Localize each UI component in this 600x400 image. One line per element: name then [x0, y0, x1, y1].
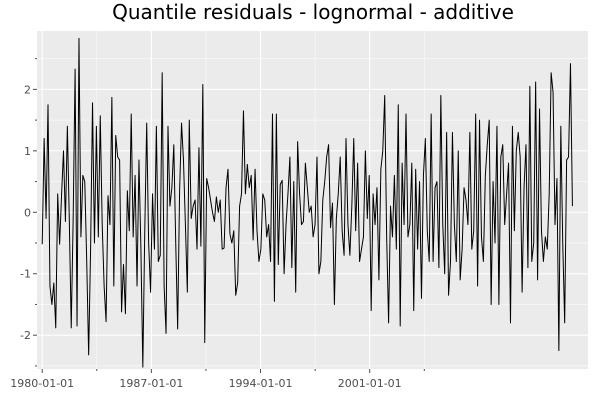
y-tick-label: -1 [20, 268, 31, 281]
residual-series-line [41, 37, 573, 368]
y-tick-label: 0 [24, 206, 31, 219]
y-tick-label: 2 [24, 83, 31, 96]
x-tick-label: 2001-01-01 [338, 377, 402, 390]
y-axis-tick-labels: -2 -1 0 1 2 [20, 83, 31, 342]
x-tick-label: 1980-01-01 [10, 377, 74, 390]
y-tick-label: -2 [20, 329, 31, 342]
y-tick-label: 1 [24, 145, 31, 158]
x-axis-tick-labels: 1980-01-01 1987-01-01 1994-01-01 2001-01-01 [10, 377, 401, 390]
x-tick-label: 1987-01-01 [119, 377, 183, 390]
minor-gridlines [37, 31, 588, 369]
x-tick-label: 1994-01-01 [229, 377, 293, 390]
axis-ticks [33, 58, 425, 373]
chart-title: Quantile residuals - lognormal - additiv… [112, 0, 514, 24]
